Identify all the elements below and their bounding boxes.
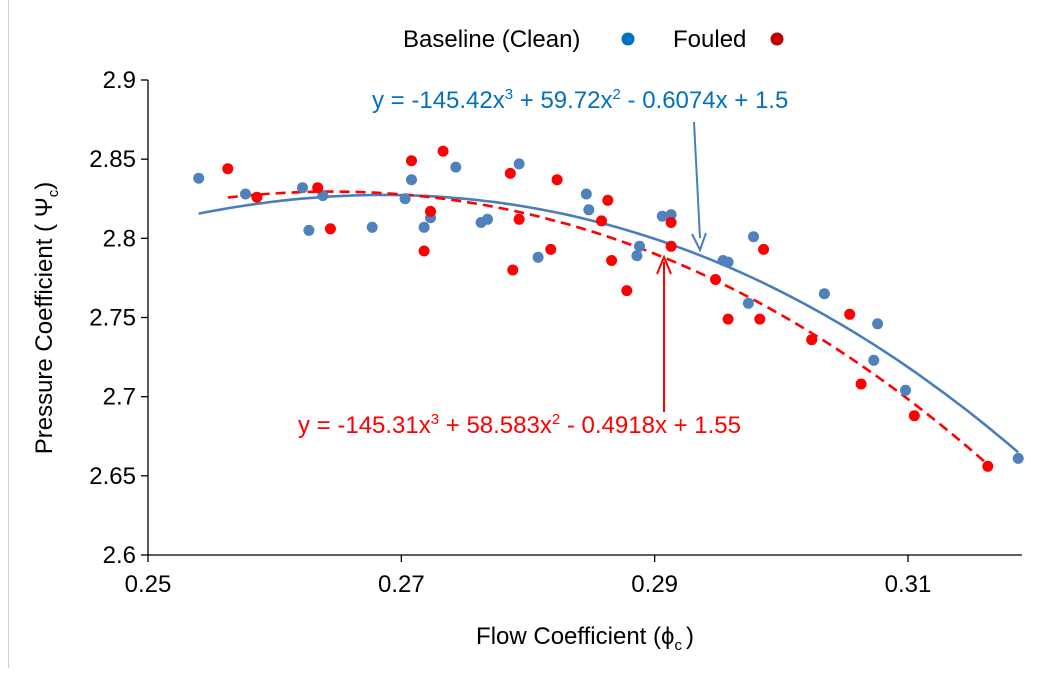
legend: Baseline (Clean) Fouled (403, 26, 784, 53)
fouled-point (312, 182, 324, 194)
baseline-point (634, 240, 645, 252)
fouled-point (513, 213, 525, 225)
baseline-point (418, 221, 430, 233)
fouled-point (855, 378, 867, 390)
baseline-point (317, 190, 329, 202)
fouled-point (324, 223, 336, 235)
baseline-point (193, 172, 205, 184)
fouled-point (665, 240, 677, 252)
fouled-point (425, 205, 436, 217)
fouled-point (545, 243, 557, 255)
baseline-point (303, 224, 315, 236)
y-tick-label: 2.75 (89, 305, 136, 332)
baseline-point (450, 161, 462, 173)
fouled-point (551, 174, 563, 186)
x-tick-label: 0.25 (125, 571, 172, 598)
baseline-point (513, 158, 525, 170)
legend-label-baseline: Baseline (Clean) (403, 26, 580, 53)
fouled-point (606, 255, 618, 266)
fouled-equation: y = -145.31x3 + 58.583x2 - 0.4918x + 1.5… (298, 411, 741, 439)
fouled-point (908, 410, 920, 422)
baseline-point (665, 209, 677, 221)
fouled-arrowhead (656, 254, 672, 275)
fouled-point (665, 217, 677, 228)
fouled-point (806, 334, 818, 346)
y-axis-title: Pressure Coefficient ( Ψc) (31, 182, 62, 455)
baseline-arrowhead (691, 232, 707, 253)
x-tick-label: 0.31 (885, 571, 932, 598)
fouled-point (251, 191, 263, 203)
fouled-point (982, 460, 994, 472)
baseline-point (482, 213, 493, 225)
ticks-group: 2.6 2.65 2.7 2.75 2.8 2.85 2.9 0.25 0.27 0.29 0.31 (89, 67, 931, 598)
baseline-point (583, 204, 595, 216)
left-divider (8, 0, 9, 668)
legend-marker-baseline (621, 32, 635, 46)
baseline-point (240, 188, 251, 200)
trendlines-group (198, 190, 1020, 466)
fouled-point (602, 194, 614, 206)
fouled-point (844, 308, 856, 320)
baseline-arrow-line (693, 121, 701, 239)
fouled-trendline (227, 190, 989, 466)
points-group (193, 145, 1024, 472)
axes-group (147, 80, 1022, 556)
baseline-point (656, 210, 668, 222)
baseline-trendline (198, 193, 1020, 454)
y-tick-label: 2.9 (103, 67, 136, 94)
baseline-point (742, 297, 754, 309)
baseline-point (580, 188, 592, 200)
baseline-point (631, 250, 643, 262)
fouled-point (406, 155, 417, 167)
legend-marker-fouled (770, 32, 784, 46)
annotations-group: y = -145.42x3 + 59.72x2 - 0.6074x + 1.5 … (298, 86, 788, 439)
y-tick-label: 2.85 (89, 146, 136, 173)
x-tick-label: 0.29 (631, 571, 678, 598)
x-axis-title: Flow Coefficient (ϕc) (476, 623, 694, 654)
baseline-point (722, 256, 734, 268)
fouled-point (621, 285, 633, 297)
y-tick-label: 2.6 (103, 542, 136, 569)
fouled-point (222, 163, 234, 175)
baseline-point (399, 193, 411, 205)
baseline-point (366, 221, 378, 233)
fouled-point (418, 245, 430, 257)
baseline-point (868, 354, 880, 366)
fouled-point (596, 215, 607, 227)
legend-label-fouled: Fouled (673, 26, 746, 53)
baseline-point (748, 231, 759, 243)
fouled-point (754, 313, 766, 325)
y-tick-label: 2.8 (103, 225, 136, 252)
x-tick-label: 0.27 (378, 571, 425, 598)
fouled-point (504, 167, 516, 179)
fouled-point (758, 243, 770, 255)
y-tick-label: 2.65 (89, 463, 136, 490)
baseline-equation: y = -145.42x3 + 59.72x2 - 0.6074x + 1.5 (372, 86, 788, 114)
baseline-point (297, 182, 308, 194)
baseline-point (900, 384, 911, 396)
fouled-point (437, 145, 449, 157)
baseline-point (1012, 452, 1024, 464)
baseline-point (406, 174, 417, 186)
fouled-point (507, 264, 519, 276)
baseline-point (818, 288, 830, 300)
fouled-point (710, 274, 721, 285)
y-tick-label: 2.7 (103, 384, 136, 411)
fouled-point (722, 313, 734, 325)
baseline-point (532, 251, 544, 263)
baseline-point (872, 318, 884, 330)
